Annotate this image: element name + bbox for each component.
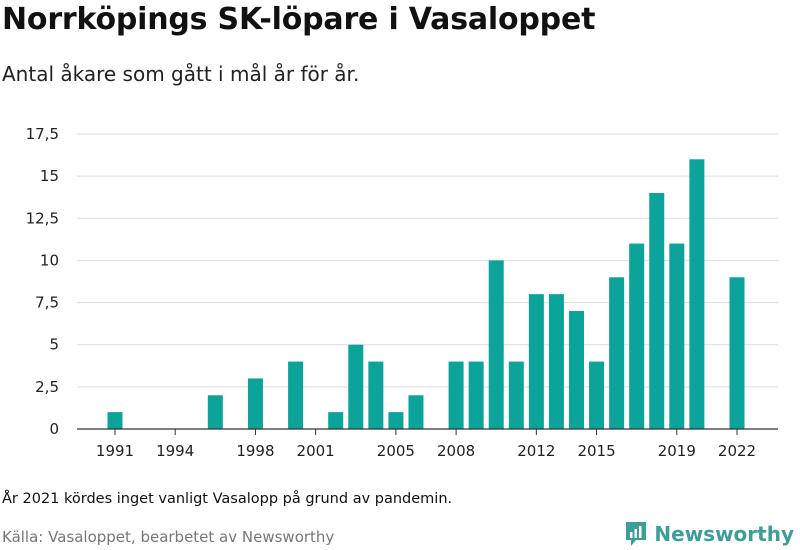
bar-1996 (207, 395, 223, 429)
bar-2014 (568, 311, 584, 429)
y-tick-label: 10 (40, 251, 59, 269)
bar-2022 (729, 277, 745, 429)
bar-2006 (408, 395, 424, 429)
footnote: År 2021 kördes inget vanligt Vasalopp på… (2, 491, 453, 507)
bar-2019 (669, 243, 685, 429)
x-tick-label: 2012 (517, 442, 555, 460)
bar-1998 (247, 378, 263, 429)
source-text: Källa: Vasaloppet, bearbetet av Newswort… (2, 528, 335, 546)
x-tick-label: 2015 (577, 442, 615, 460)
x-tick-label: 1991 (96, 442, 134, 460)
x-tick-label: 2008 (437, 442, 475, 460)
bar-2012 (528, 294, 544, 429)
x-tick-label: 2001 (297, 442, 335, 460)
y-tick-label: 2,5 (35, 378, 59, 396)
bar-2000 (288, 361, 304, 429)
newsworthy-logo-icon (626, 522, 647, 546)
bar-2004 (368, 361, 384, 429)
chart-title: Norrköpings SK-löpare i Vasaloppet (2, 2, 596, 37)
bar-2003 (348, 344, 364, 429)
bars (107, 159, 745, 429)
bar-2018 (649, 193, 665, 429)
bar-2020 (689, 159, 705, 429)
y-tick-label: 12,5 (26, 209, 59, 227)
bar-2016 (609, 277, 625, 429)
chart-subtitle: Antal åkare som gått i mål år för år. (2, 62, 360, 86)
x-tick-label: 2005 (377, 442, 415, 460)
y-tick-label: 15 (40, 167, 59, 185)
bar-2008 (448, 361, 464, 429)
bar-2017 (629, 243, 645, 429)
y-tick-label: 17,5 (26, 125, 59, 143)
x-tick-label: 1994 (156, 442, 194, 460)
y-tick-label: 7,5 (35, 294, 59, 312)
x-axis: 1991 1994 1998 2001 2005 2008 2012 2015 2019 2022 (77, 428, 778, 460)
bar-2005 (388, 412, 404, 429)
bar-2013 (548, 294, 564, 429)
bar-2002 (328, 412, 344, 429)
bar-2011 (508, 361, 524, 429)
x-tick-label: 2022 (718, 442, 756, 460)
bar-chart: 0 2,5 5 7,5 10 12,5 15 17,5 1991 1994 1998 2001 200… (26, 125, 778, 460)
brand-name: Newsworthy (654, 522, 794, 546)
y-tick-label: 5 (49, 336, 59, 354)
y-axis-ticks: 0 2,5 5 7,5 10 12,5 15 17,5 (26, 125, 59, 438)
bar-2015 (589, 361, 605, 429)
bar-2010 (488, 260, 504, 429)
y-tick-label: 0 (49, 420, 59, 438)
brand-logo: Newsworthy (624, 520, 794, 548)
x-tick-label: 1998 (236, 442, 274, 460)
bar-2009 (468, 361, 484, 429)
grid-lines (77, 133, 778, 388)
x-tick-label: 2019 (658, 442, 696, 460)
bar-1991 (107, 412, 123, 429)
